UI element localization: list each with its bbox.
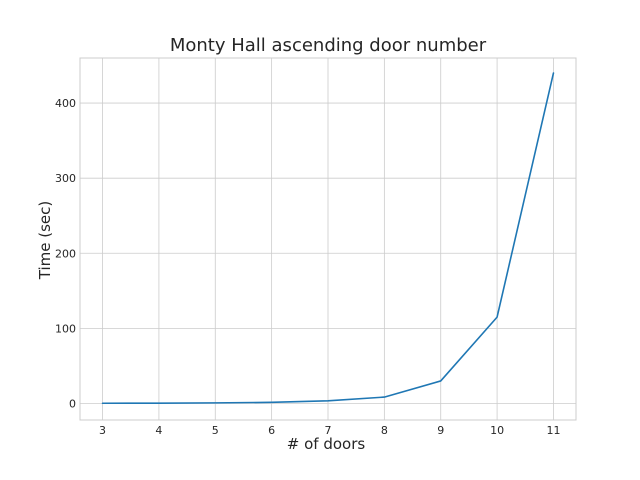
x-tick-label: 6 bbox=[268, 424, 275, 437]
y-tick-label: 400 bbox=[55, 97, 76, 110]
x-tick-label: 7 bbox=[325, 424, 332, 437]
x-tick-label: 5 bbox=[212, 424, 219, 437]
x-tick-label: 4 bbox=[155, 424, 162, 437]
grid bbox=[80, 58, 576, 420]
y-tick-label: 0 bbox=[69, 397, 76, 410]
series-line bbox=[101, 72, 555, 405]
y-axis-ticks: 0 100 200 300 400 bbox=[55, 97, 76, 410]
x-tick-label: 8 bbox=[381, 424, 388, 437]
chart-title: Monty Hall ascending door number bbox=[170, 35, 487, 56]
y-tick-label: 300 bbox=[55, 172, 76, 185]
y-tick-label: 200 bbox=[55, 247, 76, 260]
x-tick-label: 11 bbox=[546, 424, 560, 437]
plot-area-frame bbox=[79, 57, 577, 421]
y-axis-label: Time (sec) bbox=[36, 201, 54, 280]
x-tick-label: 9 bbox=[437, 424, 444, 437]
x-axis-label: # of doors bbox=[287, 435, 366, 453]
series-layer bbox=[101, 72, 555, 405]
x-tick-label: 3 bbox=[99, 424, 106, 437]
y-tick-label: 100 bbox=[55, 322, 76, 335]
x-axis-ticks: 3 4 5 6 7 8 9 10 11 bbox=[99, 424, 560, 437]
x-tick-label: 10 bbox=[490, 424, 504, 437]
